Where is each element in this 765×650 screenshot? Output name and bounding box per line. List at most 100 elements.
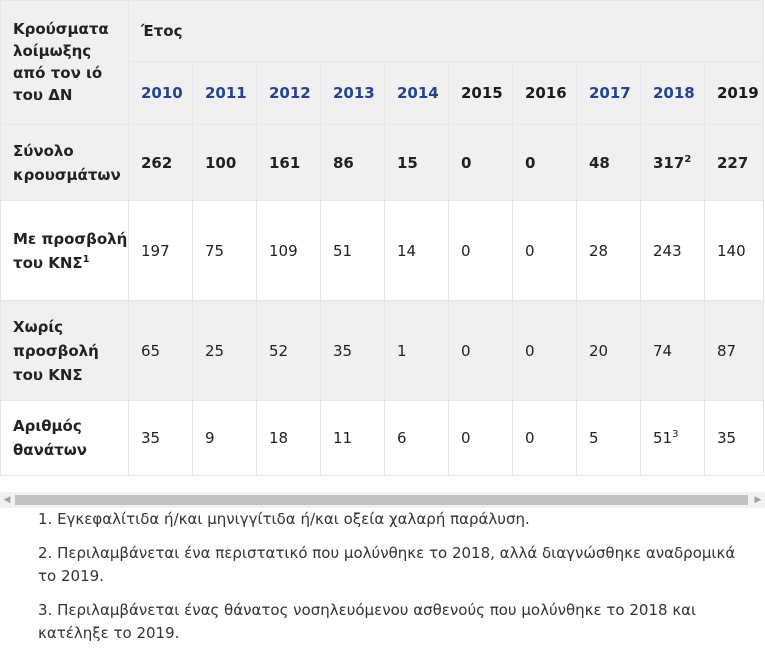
- table-cell: 140: [703, 200, 765, 301]
- table-cell: 86: [320, 124, 385, 201]
- table-body: Σύνολο κρουσμάτων 262 100 161 86 15 0 0 48 3172 22…: [0, 124, 765, 476]
- row-label-text: Με προσβολή του ΚΝΣ: [13, 229, 128, 272]
- cell-value: 5: [589, 429, 599, 447]
- table-cell: 25: [192, 300, 257, 401]
- row-label: Χωρίς προσβολή του ΚΝΣ: [0, 300, 129, 401]
- cell-value: 1: [397, 341, 407, 360]
- table-cell: 0: [512, 300, 577, 401]
- table-cell: 0: [512, 124, 577, 201]
- scroll-left-arrow-icon[interactable]: ◀: [3, 495, 11, 505]
- footnote-2: 2. Περιλαμβάνεται ένα περιστατικό που μο…: [38, 544, 736, 585]
- footnote-ref: 1: [82, 253, 90, 265]
- table-cell: 35: [703, 400, 765, 476]
- table-cell: 48: [576, 124, 641, 201]
- cell-value: 35: [717, 429, 737, 447]
- horizontal-scrollbar[interactable]: ◀ ▶: [0, 492, 765, 508]
- cell-value: 0: [525, 241, 535, 260]
- table-cell: 18: [256, 400, 321, 476]
- cell-value: 28: [589, 241, 609, 260]
- cell-value: 35: [141, 429, 161, 447]
- cell-value: 140: [717, 241, 746, 260]
- cell-value: 0: [525, 153, 536, 172]
- cell-value: 87: [717, 341, 737, 360]
- table-cell: 51: [320, 200, 385, 301]
- cell-value: 109: [269, 241, 298, 260]
- table-cell: 0: [512, 400, 577, 476]
- table-cell: 20: [576, 300, 641, 401]
- table-row: Χωρίς προσβολή του ΚΝΣ 65 25 52 35 1 0 0 20 74 87: [0, 300, 765, 401]
- cell-value: 51: [653, 429, 673, 447]
- row-label: Σύνολο κρουσμάτων: [0, 124, 129, 201]
- table-cell: 35: [128, 400, 193, 476]
- year-header-2018[interactable]: 2018: [640, 61, 705, 125]
- cell-value: 262: [141, 153, 173, 172]
- cell-value: 20: [589, 341, 609, 360]
- table-row: Με προσβολή του ΚΝΣ1 197 75 109 51 14 0 0 28 243 1…: [0, 200, 765, 301]
- table-cell: 0: [448, 124, 513, 201]
- cell-value: 52: [269, 341, 289, 360]
- table-cell: 74: [640, 300, 705, 401]
- cell-value: 0: [525, 429, 535, 447]
- table-cell: 87: [703, 300, 765, 401]
- year-header-2014[interactable]: 2014: [384, 61, 449, 125]
- cell-value: 25: [205, 341, 225, 360]
- year-header-2017[interactable]: 2017: [576, 61, 641, 125]
- table-cell: 0: [448, 300, 513, 401]
- year-header-2019: 2019: [703, 61, 765, 125]
- scroll-right-arrow-icon[interactable]: ▶: [754, 495, 762, 505]
- cell-value: 15: [397, 153, 418, 172]
- table-cell: 1: [384, 300, 449, 401]
- row-label-text: Χωρίς προσβολή του ΚΝΣ: [13, 317, 99, 384]
- year-header-2016: 2016: [512, 61, 577, 125]
- footnote-3: 3. Περιλαμβάνεται ένας θάνατος νοσηλευόμ…: [38, 601, 697, 642]
- cell-value: 197: [141, 241, 170, 260]
- cell-value: 100: [205, 153, 237, 172]
- table-cell: 109: [256, 200, 321, 301]
- scrollbar-thumb[interactable]: [15, 495, 748, 505]
- table-cell: 28: [576, 200, 641, 301]
- table-cell: 52: [256, 300, 321, 401]
- table-row: Αριθμός θανάτων 35 9 18 11 6 0 0 5 513 35: [0, 400, 765, 476]
- corner-header: Κρούσματα λοίμωξης από τον ιό του ΔΝ: [0, 0, 129, 125]
- table-cell: 3172: [640, 124, 705, 201]
- cell-value: 0: [461, 241, 471, 260]
- table-row: Σύνολο κρουσμάτων 262 100 161 86 15 0 0 48 3172 22…: [0, 124, 765, 201]
- footnotes: 1. Εγκεφαλίτιδα ή/και μηνιγγίτιδα ή/και …: [38, 508, 758, 645]
- table-cell: 0: [512, 200, 577, 301]
- cell-value: 75: [205, 241, 225, 260]
- cell-value: 51: [333, 241, 353, 260]
- cell-value: 9: [205, 429, 215, 447]
- footnote-ref: 3: [672, 429, 679, 440]
- table-cell: 14: [384, 200, 449, 301]
- table-cell: 6: [384, 400, 449, 476]
- cell-value: 74: [653, 341, 673, 360]
- row-label-text: Αριθμός θανάτων: [13, 417, 87, 459]
- table-cell: 262: [128, 124, 193, 201]
- cell-value: 48: [589, 153, 610, 172]
- table-cell: 75: [192, 200, 257, 301]
- year-header-2010[interactable]: 2010: [128, 61, 193, 125]
- table-cell: 5: [576, 400, 641, 476]
- cell-value: 6: [397, 429, 407, 447]
- cell-value: 65: [141, 341, 161, 360]
- table-cell: 100: [192, 124, 257, 201]
- cell-value: 18: [269, 429, 289, 447]
- row-label: Αριθμός θανάτων: [0, 400, 129, 476]
- cell-value: 227: [717, 153, 749, 172]
- table-cell: 0: [448, 400, 513, 476]
- table-cell: 161: [256, 124, 321, 201]
- footnote-1: 1. Εγκεφαλίτιδα ή/και μηνιγγίτιδα ή/και …: [38, 510, 530, 528]
- cell-value: 0: [461, 153, 472, 172]
- table-cell: 227: [703, 124, 765, 201]
- table-cell: 11: [320, 400, 385, 476]
- year-header-2012[interactable]: 2012: [256, 61, 321, 125]
- year-header-2013[interactable]: 2013: [320, 61, 385, 125]
- cell-value: 161: [269, 153, 301, 172]
- cell-value: 14: [397, 241, 417, 260]
- year-header-2011[interactable]: 2011: [192, 61, 257, 125]
- row-label-text: Σύνολο κρουσμάτων: [13, 141, 121, 184]
- cell-value: 35: [333, 341, 353, 360]
- table-cell: 0: [448, 200, 513, 301]
- cell-value: 0: [461, 341, 471, 360]
